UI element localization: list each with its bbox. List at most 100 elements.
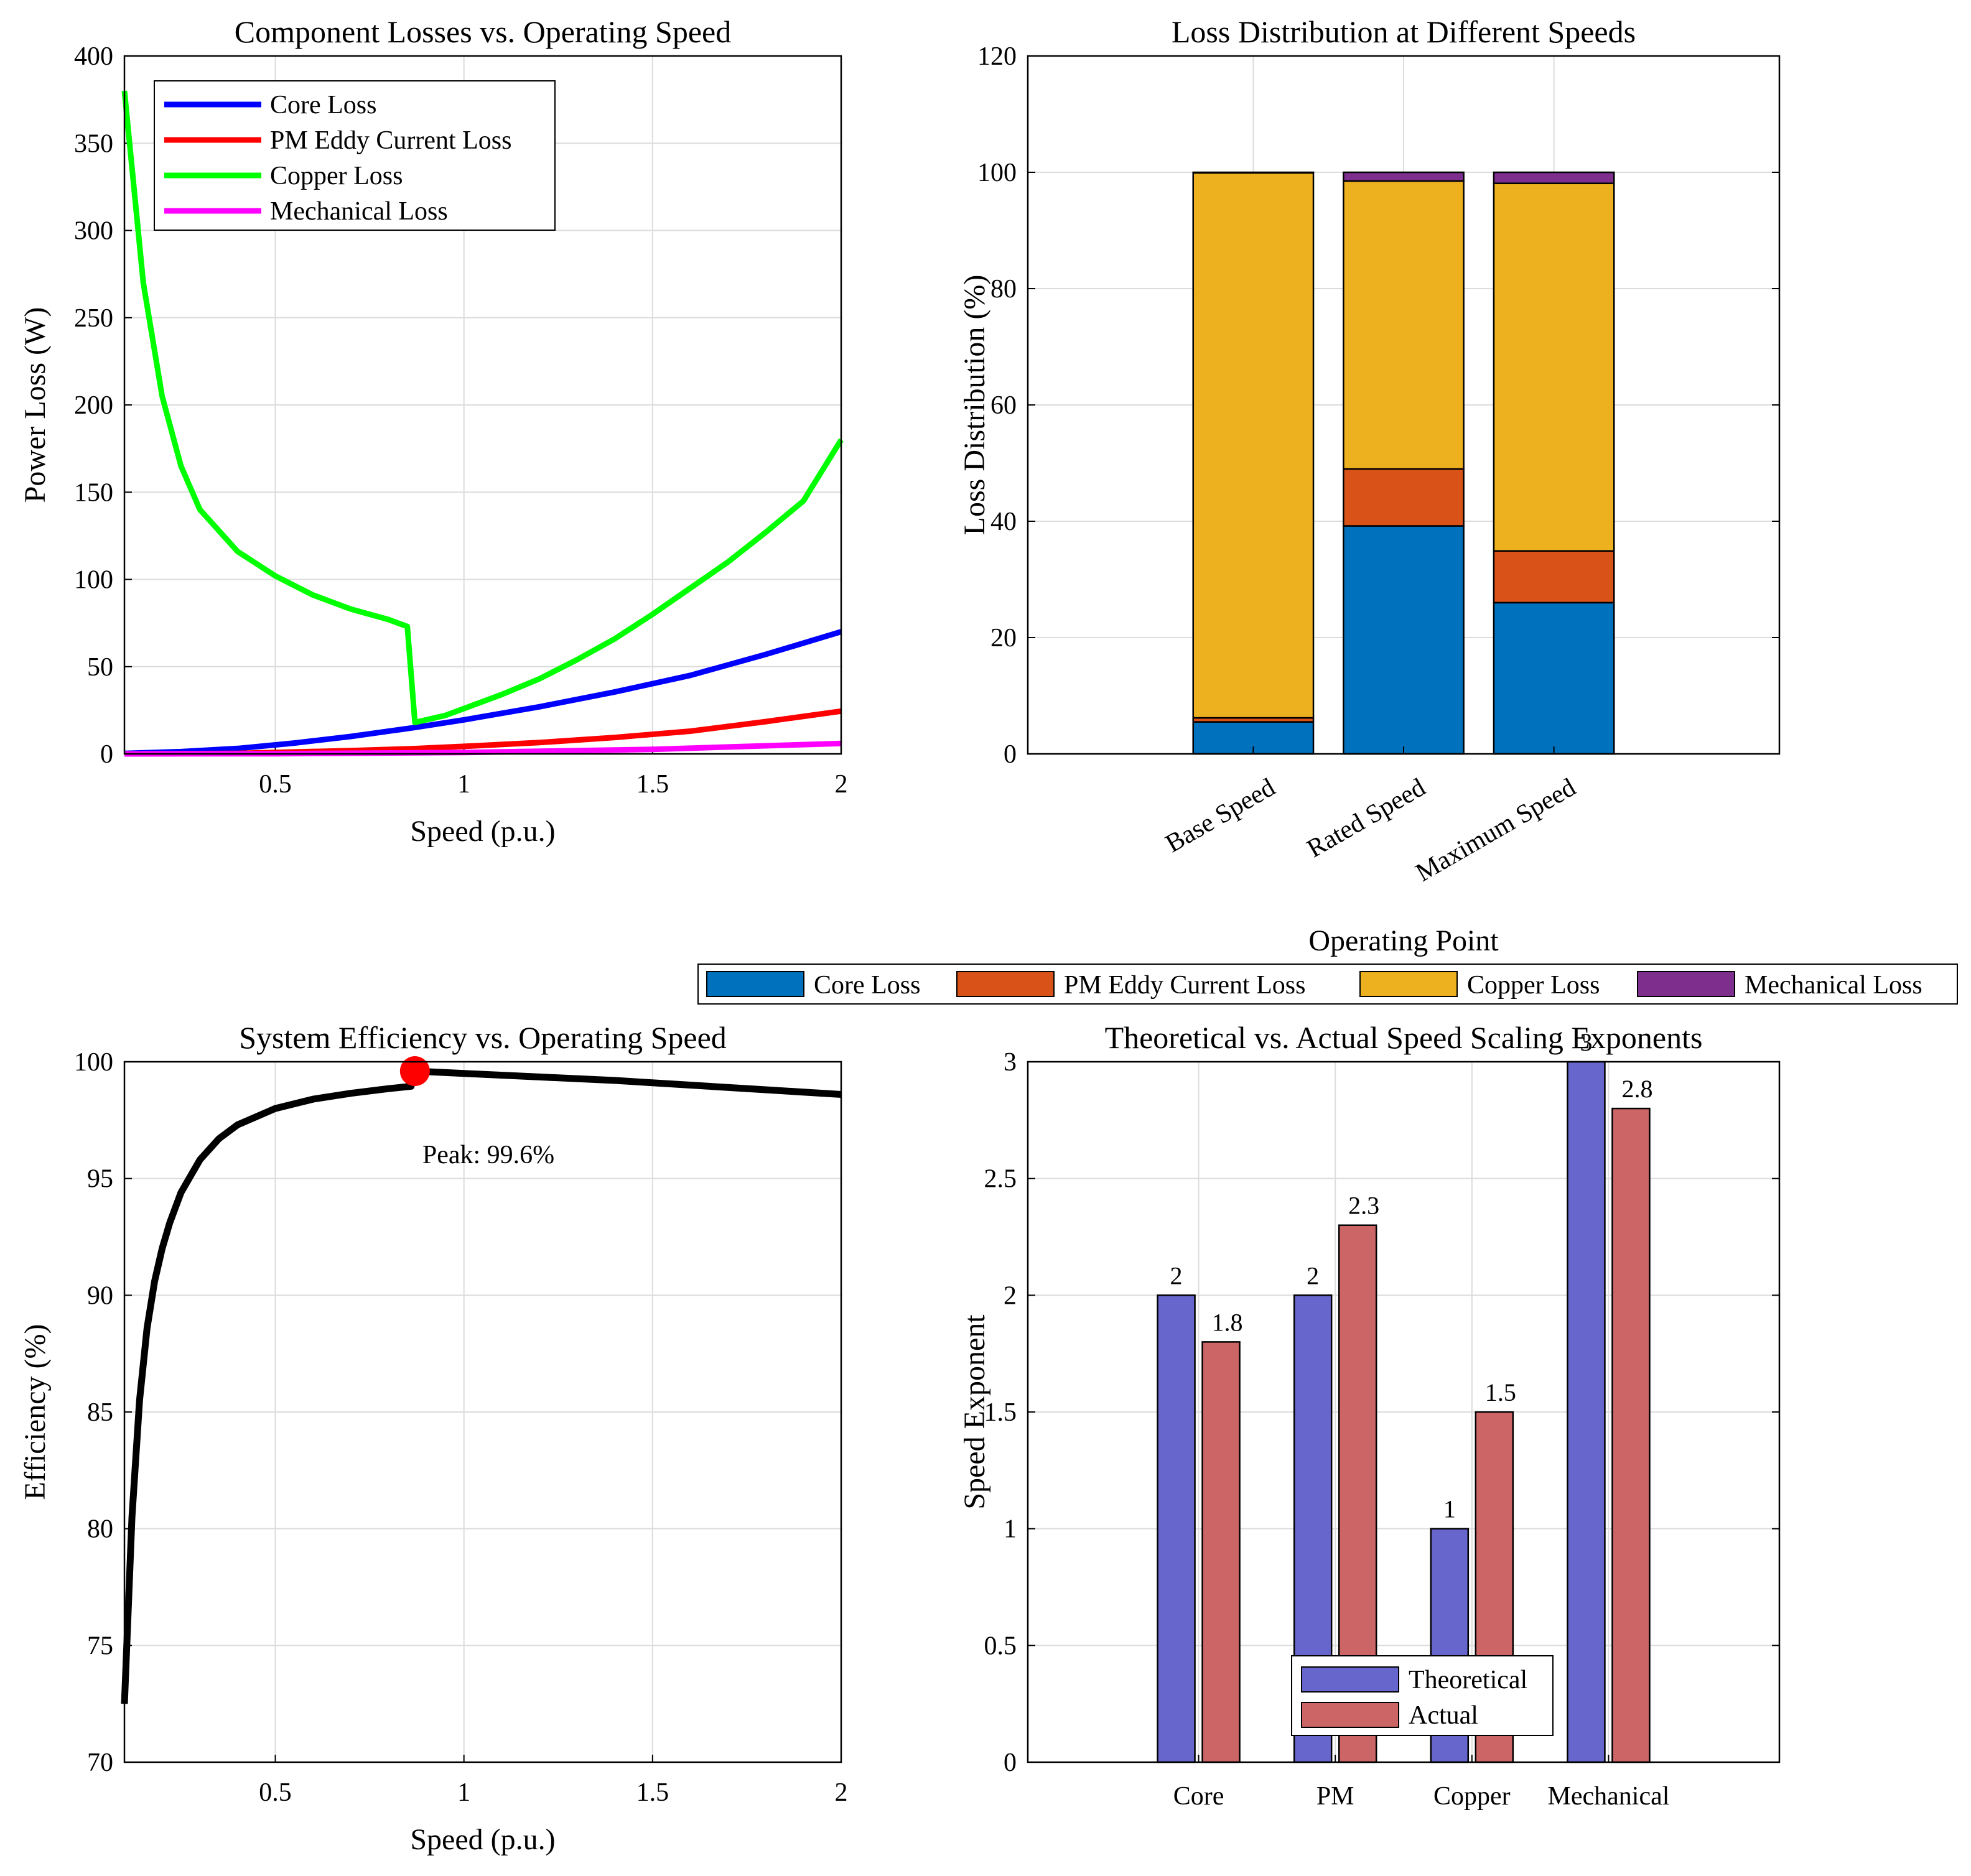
chart-component-losses: 0.5 1 1.5 2 0 50 100 150 200 250 300 350 400 Componen… bbox=[19, 14, 848, 848]
y-tick-label: 3 bbox=[1004, 1048, 1017, 1077]
x-tick-label: Rated Speed bbox=[1302, 773, 1430, 863]
legend-swatch-core-loss bbox=[706, 971, 804, 997]
y-tick-label: 80 bbox=[990, 275, 1017, 304]
legend-swatch-actual bbox=[1301, 1702, 1399, 1728]
bar-rated-speed-core-loss bbox=[1343, 525, 1465, 755]
chart-system-efficiency: 0.5 1 1.5 2 70 75 80 85 90 95 100 Peak: 99.6% System… bbox=[19, 1020, 848, 1856]
y-tick-label: 100 bbox=[74, 1048, 113, 1077]
bar-base-speed-copper-loss bbox=[1192, 172, 1315, 719]
y-tick-label: 0 bbox=[1004, 1748, 1017, 1777]
legend-swatch-copper-loss bbox=[1359, 971, 1458, 997]
y-tick-label: 100 bbox=[977, 159, 1017, 187]
chart-title: Theoretical vs. Actual Speed Scaling Exp… bbox=[1105, 1020, 1703, 1055]
data-label-core-theoretical: 2 bbox=[1170, 1261, 1183, 1289]
axes-box bbox=[123, 55, 842, 755]
legend-swatch-theoretical bbox=[1301, 1666, 1399, 1693]
data-label-pm-theoretical: 2 bbox=[1307, 1261, 1319, 1289]
y-tick-label: 80 bbox=[87, 1515, 113, 1544]
bar-core-actual bbox=[1201, 1341, 1241, 1763]
x-tick-label: Maximum Speed bbox=[1411, 773, 1581, 888]
chart-speed-exponents: 0 0.5 1 1.5 2 2.5 3 2 1.8 Core 2 2.3 PM 1 1.5 Copper 3 2.… bbox=[958, 1020, 1781, 1811]
y-tick-label: 20 bbox=[990, 624, 1017, 652]
legend-swatch-pm-eddy-current-loss bbox=[956, 971, 1055, 997]
y-tick-label: 300 bbox=[74, 217, 113, 246]
y-tick-label: 75 bbox=[87, 1632, 113, 1660]
x-tick-label: Copper bbox=[1433, 1782, 1511, 1811]
y-tick-label: 150 bbox=[74, 478, 113, 507]
bar-maximum-speed-core-loss bbox=[1493, 601, 1615, 755]
legend-box bbox=[697, 964, 1958, 1005]
y-tick-label: 95 bbox=[87, 1165, 113, 1194]
y-tick-label: 85 bbox=[87, 1398, 113, 1427]
y-tick-label: 1 bbox=[1004, 1515, 1017, 1544]
axes-box bbox=[1027, 55, 1781, 755]
legend: Core Loss PM Eddy Current Loss Copper Loss… bbox=[697, 964, 1958, 1005]
y-tick-label: 0 bbox=[100, 740, 113, 769]
bar-base-speed-mechanical-loss bbox=[1192, 171, 1315, 174]
data-label-pm-actual: 2.3 bbox=[1348, 1192, 1379, 1220]
x-tick-label: 1 bbox=[457, 1778, 470, 1807]
x-tick-label: 2 bbox=[835, 770, 848, 799]
x-tick-label: 1.5 bbox=[636, 770, 669, 799]
legend-label-copper-loss: Copper Loss bbox=[270, 162, 403, 190]
bar-rated-speed-mechanical-loss bbox=[1343, 171, 1465, 182]
peak-marker bbox=[399, 1056, 430, 1087]
data-label-mechanical-theoretical: 3 bbox=[1580, 1028, 1592, 1056]
y-tick-label: 400 bbox=[74, 42, 113, 71]
y-tick-label: 0 bbox=[1004, 740, 1017, 769]
legend-label-core-loss: Core Loss bbox=[814, 971, 921, 1000]
data-label-mechanical-actual: 2.8 bbox=[1621, 1075, 1652, 1103]
x-tick-label: 1.5 bbox=[636, 1778, 669, 1807]
x-tick-label: PM bbox=[1316, 1782, 1354, 1811]
chart-title: System Efficiency vs. Operating Speed bbox=[239, 1020, 727, 1055]
legend-label-pm-eddy-current-loss: PM Eddy Current Loss bbox=[1064, 971, 1306, 1000]
data-label-copper-theoretical: 1 bbox=[1443, 1495, 1456, 1523]
y-tick-label: 70 bbox=[87, 1748, 113, 1777]
series-line-copper-loss bbox=[121, 90, 844, 725]
x-tick-label: 0.5 bbox=[259, 770, 292, 799]
legend-label-theoretical: Theoretical bbox=[1409, 1666, 1527, 1694]
peak-annotation: Peak: 99.6% bbox=[422, 1141, 554, 1169]
chart-title: Component Losses vs. Operating Speed bbox=[235, 14, 732, 49]
legend-label-mechanical-loss: Mechanical Loss bbox=[270, 197, 448, 226]
y-tick-label: 200 bbox=[74, 391, 113, 420]
bar-rated-speed-pm-eddy-current-loss bbox=[1343, 468, 1465, 527]
data-label-copper-actual: 1.5 bbox=[1485, 1378, 1516, 1406]
x-axis-label: Speed (p.u.) bbox=[410, 815, 555, 848]
legend: Theoretical Actual bbox=[1291, 1655, 1554, 1736]
x-tick-label: Mechanical bbox=[1548, 1782, 1670, 1811]
data-label-core-actual: 1.8 bbox=[1212, 1308, 1243, 1336]
y-tick-label: 40 bbox=[990, 508, 1017, 536]
x-tick-label: 1 bbox=[457, 770, 470, 799]
bar-maximum-speed-pm-eddy-current-loss bbox=[1493, 550, 1615, 604]
y-axis-label: Loss Distribution (%) bbox=[958, 275, 991, 536]
bar-mechanical-theoretical bbox=[1567, 1061, 1606, 1763]
x-tick-label: Base Speed bbox=[1161, 773, 1280, 858]
x-axis-label: Operating Point bbox=[1308, 924, 1499, 957]
legend-label-pm-eddy-current-loss: PM Eddy Current Loss bbox=[270, 126, 512, 155]
y-tick-label: 120 bbox=[977, 42, 1017, 71]
y-tick-label: 50 bbox=[87, 653, 113, 682]
y-axis-label: Efficiency (%) bbox=[19, 1324, 52, 1500]
y-tick-label: 250 bbox=[74, 304, 113, 333]
chart-title: Loss Distribution at Different Speeds bbox=[1172, 14, 1636, 49]
y-tick-label: 2.5 bbox=[984, 1165, 1017, 1194]
bar-maximum-speed-copper-loss bbox=[1493, 182, 1615, 552]
y-tick-label: 100 bbox=[74, 566, 113, 595]
y-tick-label: 60 bbox=[990, 391, 1017, 420]
y-tick-label: 350 bbox=[74, 129, 113, 158]
x-tick-label: 0.5 bbox=[259, 1778, 292, 1807]
bar-mechanical-actual bbox=[1611, 1107, 1651, 1763]
legend-swatch-mechanical-loss bbox=[1637, 971, 1735, 997]
series-line-efficiency bbox=[121, 1067, 842, 1704]
bar-maximum-speed-mechanical-loss bbox=[1493, 171, 1615, 185]
chart-loss-distribution: 0 20 40 60 80 100 120 Base Speed Rated SpeedMaxi… bbox=[697, 14, 1958, 1005]
legend-label-actual: Actual bbox=[1409, 1701, 1478, 1730]
bar-rated-speed-copper-loss bbox=[1343, 180, 1465, 470]
y-axis-label: Speed Exponent bbox=[958, 1314, 991, 1510]
y-tick-label: 0.5 bbox=[984, 1632, 1017, 1660]
x-axis-label: Speed (p.u.) bbox=[410, 1823, 555, 1856]
legend-label-copper-loss: Copper Loss bbox=[1467, 971, 1600, 1000]
legend: Core Loss PM Eddy Current Loss Copper Loss… bbox=[154, 80, 556, 231]
x-tick-label: Core bbox=[1173, 1782, 1224, 1811]
